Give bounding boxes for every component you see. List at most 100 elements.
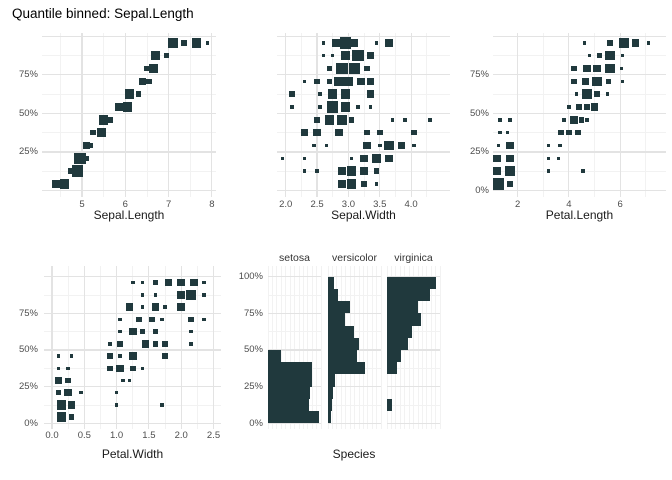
data-point-square: [546, 143, 551, 148]
gridline-vertical: [362, 266, 364, 429]
data-point-square: [338, 167, 346, 175]
gridline-horizontal: [387, 404, 440, 406]
gridline-vertical: [542, 33, 544, 197]
y-tick-label: 25%: [18, 381, 38, 393]
gridline-vertical: [132, 266, 134, 429]
gridline-vertical: [594, 33, 595, 197]
data-point-square: [567, 105, 571, 109]
gridline-horizontal: [493, 112, 666, 114]
gridline-vertical: [280, 266, 282, 429]
gridline-horizontal: [44, 312, 221, 314]
data-point-square: [146, 78, 152, 85]
gridline-horizontal: [44, 422, 221, 424]
data-point-square: [118, 329, 122, 334]
data-point-square: [168, 38, 178, 48]
data-point-square: [350, 39, 359, 47]
data-point-square: [385, 154, 393, 163]
gridline-horizontal: [268, 331, 321, 333]
gridline-vertical: [386, 266, 388, 429]
data-point-square: [361, 181, 367, 187]
x-tick-label: 8: [209, 199, 215, 210]
x-tick-label: 4.0: [404, 199, 418, 210]
data-point-square: [576, 104, 582, 110]
data-point-square: [326, 78, 333, 85]
histogram-bar: [328, 288, 339, 302]
data-point-square: [575, 129, 581, 136]
gridline-vertical: [327, 266, 329, 429]
data-point-square: [69, 354, 74, 358]
gridline-vertical: [417, 266, 419, 429]
data-point-square: [332, 39, 340, 47]
gridline-vertical: [267, 266, 269, 429]
data-point-square: [116, 364, 124, 373]
data-point-square: [492, 178, 505, 190]
data-point-square: [570, 116, 578, 124]
gridline-vertical: [568, 33, 570, 197]
data-point-square: [619, 38, 629, 48]
gridline-horizontal: [328, 276, 381, 278]
data-point-square: [151, 303, 160, 311]
data-point-square: [318, 105, 322, 109]
gridline-vertical: [435, 266, 436, 429]
data-point-square: [140, 280, 145, 285]
histogram-bar: [387, 313, 422, 326]
data-point-square: [115, 103, 123, 111]
data-point-square: [52, 180, 60, 188]
data-point-square: [324, 115, 335, 125]
gridline-horizontal: [387, 422, 440, 424]
data-point-square: [65, 377, 71, 384]
histogram-bar: [387, 276, 436, 289]
data-point-square: [390, 118, 395, 122]
data-point-square: [582, 89, 592, 99]
gridline-horizontal: [277, 151, 450, 153]
gridline-vertical: [376, 266, 377, 429]
data-point-square: [326, 101, 339, 113]
histogram-bar: [328, 349, 358, 363]
gridline-vertical: [196, 266, 198, 429]
gridline-vertical: [285, 33, 287, 197]
data-point-square: [593, 64, 601, 73]
y-tick-label: 25%: [18, 146, 38, 158]
x-axis-title: Sepal.Length: [93, 208, 165, 222]
data-point-square: [162, 341, 168, 347]
gridline-horizontal: [328, 422, 381, 424]
gridline-horizontal: [44, 276, 221, 278]
data-point-square: [160, 403, 164, 407]
gridline-vertical: [320, 266, 322, 429]
data-point-square: [68, 414, 75, 420]
data-point-square: [339, 37, 351, 49]
data-point-square: [66, 366, 70, 371]
y-tick-label: 75%: [18, 307, 38, 319]
data-point-square: [129, 352, 137, 360]
gridline-vertical: [272, 266, 273, 429]
data-point-square: [107, 117, 113, 123]
histogram-bar: [328, 301, 351, 314]
data-point-square: [164, 278, 173, 287]
data-point-square: [571, 65, 577, 72]
data-point-square: [556, 156, 561, 161]
data-point-square: [334, 76, 344, 87]
data-point-square: [315, 169, 319, 173]
histogram-bar: [387, 301, 418, 314]
data-point-square: [620, 53, 625, 58]
gridline-horizontal: [493, 189, 666, 192]
data-point-square: [313, 128, 321, 137]
data-point-square: [189, 342, 193, 346]
gridline-horizontal: [493, 35, 666, 37]
x-tick-label: 7: [165, 199, 172, 210]
gridline-vertical: [81, 33, 83, 197]
data-point-square: [87, 142, 94, 149]
data-point-square: [129, 327, 137, 336]
data-point-square: [337, 115, 347, 125]
data-point-square: [140, 366, 145, 371]
gridline-vertical: [59, 33, 61, 197]
gridline-vertical: [380, 266, 382, 429]
gridline-vertical: [363, 33, 365, 197]
data-point-square: [138, 77, 147, 86]
data-point-square: [186, 290, 196, 300]
data-point-square: [163, 52, 170, 59]
gridline-vertical: [300, 33, 302, 197]
facet-label: versicolor: [332, 252, 377, 264]
data-point-square: [587, 53, 592, 58]
